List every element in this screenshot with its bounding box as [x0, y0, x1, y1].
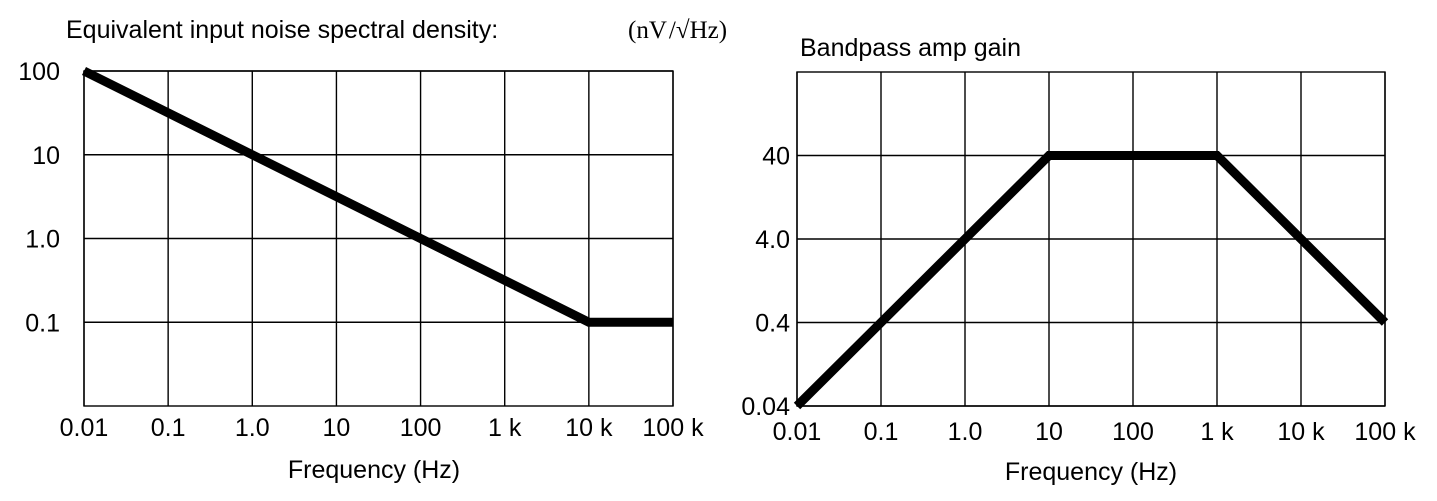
x-tick-label: 10 k: [565, 414, 613, 442]
noise-chart-grid: [83, 70, 674, 407]
x-tick-label: 0.01: [60, 414, 109, 442]
noise-chart-x-axis-label: Frequency (Hz): [288, 456, 460, 484]
x-tick-label: 100 k: [642, 414, 704, 442]
series-line-0: [81, 66, 673, 327]
unit-slash: /: [669, 17, 676, 44]
bandpass-gain-chart: Bandpass amp gain 40 4.0 0.4 0.04 0.01 0.1 1.…: [741, 34, 1416, 486]
unit-open: (nV: [628, 17, 667, 44]
y-tick-label: 4.0: [755, 226, 790, 254]
gain-chart-series: [793, 151, 1389, 410]
x-tick-label: 0.01: [773, 418, 822, 446]
unit-hz: Hz: [690, 17, 719, 44]
noise-chart-unit-label: (nV/√Hz): [628, 17, 727, 44]
y-tick-label: 1.0: [25, 226, 60, 254]
x-tick-label: 1.0: [235, 414, 270, 442]
x-tick-label: 100 k: [1354, 418, 1416, 446]
x-tick-label: 100: [400, 414, 442, 442]
unit-root: √: [676, 17, 690, 44]
gain-chart-x-tick-labels: 0.01 0.1 1.0 10 100 1 k 10 k 100 k: [773, 418, 1416, 446]
noise-chart-y-tick-labels: 100 10 1.0 0.1: [18, 58, 60, 337]
y-tick-label: 0.1: [25, 309, 60, 337]
x-tick-label: 10 k: [1277, 418, 1325, 446]
x-tick-label: 10: [323, 414, 351, 442]
noise-chart-x-tick-labels: 0.01 0.1 1.0 10 100 1 k 10 k 100 k: [60, 414, 704, 442]
x-tick-label: 1 k: [488, 414, 522, 442]
y-tick-label: 0.04: [741, 393, 790, 421]
x-tick-label: 0.1: [864, 418, 899, 446]
gain-chart-y-tick-labels: 40 4.0 0.4 0.04: [741, 143, 790, 422]
gain-chart-title: Bandpass amp gain: [800, 34, 1021, 62]
y-tick-label: 10: [32, 142, 60, 170]
noise-chart-series: [81, 66, 673, 327]
x-tick-label: 1.0: [948, 418, 983, 446]
series-line-0: [793, 151, 1389, 410]
noise-density-chart: Equivalent input noise spectral density:…: [18, 16, 727, 484]
y-tick-label: 40: [762, 143, 790, 171]
x-tick-label: 100: [1112, 418, 1154, 446]
unit-close: ): [719, 17, 727, 44]
x-tick-label: 1 k: [1200, 418, 1234, 446]
y-tick-label: 0.4: [755, 310, 790, 338]
noise-chart-title: Equivalent input noise spectral density:: [66, 16, 498, 44]
x-tick-label: 0.1: [151, 414, 186, 442]
x-tick-label: 10: [1035, 418, 1063, 446]
y-tick-label: 100: [18, 58, 60, 86]
gain-chart-x-axis-label: Frequency (Hz): [1005, 458, 1177, 486]
